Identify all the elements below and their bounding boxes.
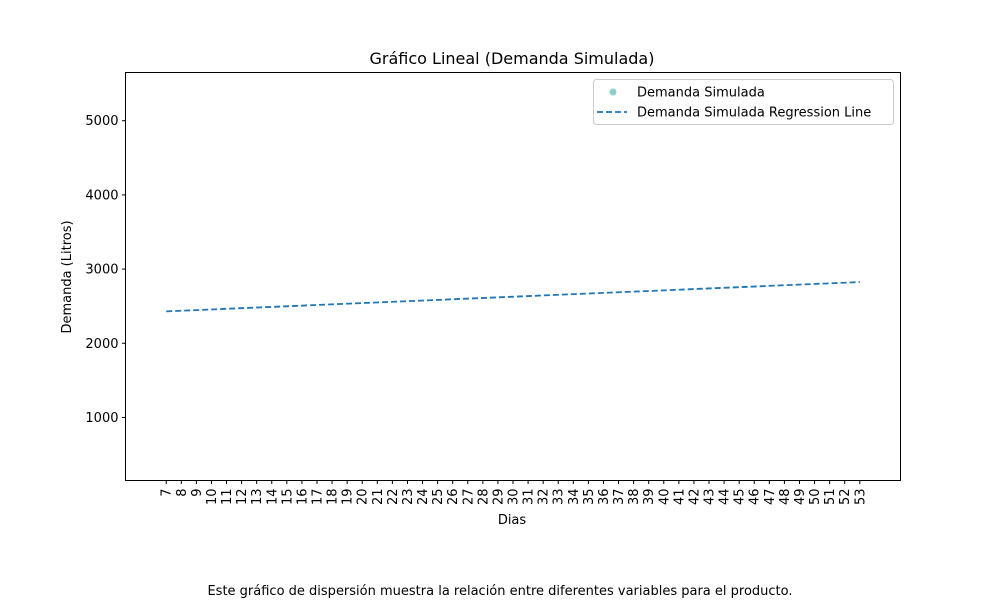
chart-title: Gráfico Lineal (Demanda Simulada) [370, 49, 655, 68]
x-tick-label: 36 [597, 489, 612, 506]
y-axis: 1000 2000 3000 4000 5000 [85, 114, 126, 426]
x-tick-label: 28 [476, 489, 491, 506]
x-tick-label: 43 [703, 489, 718, 506]
x-tick-label: 14 [265, 489, 280, 506]
x-tick-label: 27 [461, 489, 476, 506]
chart-caption: Este gráfico de dispersión muestra la re… [207, 584, 793, 599]
x-tick-label: 31 [522, 489, 537, 506]
x-tick-label: 49 [793, 489, 808, 506]
x-tick-label: 45 [733, 489, 748, 506]
x-tick-label: 11 [220, 489, 235, 506]
plot-frame [125, 72, 901, 481]
x-tick-label: 46 [748, 489, 763, 506]
x-tick-label: 16 [295, 489, 310, 506]
x-tick-label: 38 [627, 489, 642, 506]
y-tick-label: 4000 [85, 188, 118, 203]
y-tick-label: 5000 [85, 114, 118, 129]
x-tick-label: 34 [567, 489, 582, 506]
x-tick-label: 30 [507, 489, 522, 506]
legend: Demanda Simulada Demanda Simulada Regres… [593, 79, 894, 125]
x-tick-label: 42 [687, 489, 702, 506]
x-tick-label: 53 [853, 489, 868, 506]
x-tick-label: 33 [552, 489, 567, 506]
y-tick-label: 1000 [85, 411, 118, 426]
x-tick-label: 48 [778, 489, 793, 506]
x-tick-label: 8 [175, 489, 190, 497]
x-tick-label: 25 [431, 489, 446, 506]
x-tick-label: 19 [341, 489, 356, 506]
x-tick-label: 24 [416, 489, 431, 506]
y-tick-label: 2000 [85, 337, 118, 352]
x-tick-label: 18 [326, 489, 341, 506]
x-tick-label: 9 [190, 489, 205, 497]
x-tick-label: 29 [491, 489, 506, 506]
series-layer [166, 281, 860, 313]
x-tick-label: 15 [280, 489, 295, 506]
x-tick-label: 12 [235, 489, 250, 506]
legend-label-regression-line: Demanda Simulada Regression Line [637, 106, 871, 121]
legend-marker-demanda-simulada [609, 88, 617, 96]
x-tick-label: 10 [205, 489, 220, 506]
x-tick-label: 40 [657, 489, 672, 506]
x-tick-label: 51 [823, 489, 838, 506]
x-tick-label: 41 [672, 489, 687, 506]
x-tick-label: 21 [371, 489, 386, 506]
x-tick-label: 26 [446, 489, 461, 506]
y-tick-label: 3000 [85, 263, 118, 278]
x-tick-label: 13 [250, 489, 265, 506]
y-axis-label: Demanda (Litros) [60, 220, 75, 333]
x-tick-label: 44 [718, 489, 733, 506]
legend-label-demanda-simulada: Demanda Simulada [637, 86, 765, 101]
regression-line [166, 281, 860, 313]
x-tick-label: 23 [401, 489, 416, 506]
x-tick-label: 32 [537, 489, 552, 506]
x-tick-label: 20 [356, 489, 371, 506]
x-tick-label: 47 [763, 489, 778, 506]
x-tick-label: 17 [310, 489, 325, 506]
x-tick-label: 39 [642, 489, 657, 506]
x-axis-label: Dias [498, 513, 527, 528]
x-tick-label: 35 [582, 489, 597, 506]
x-axis: 7 8 9 10 11 12 13 14 15 16 17 18 19 20 21 22 23 24 25 26 27 2… [160, 480, 868, 506]
x-tick-label: 22 [386, 489, 401, 506]
legend-box [593, 79, 894, 125]
x-tick-label: 37 [612, 489, 627, 506]
x-tick-label: 7 [160, 489, 175, 497]
x-tick-label: 50 [808, 489, 823, 506]
x-tick-label: 52 [838, 489, 853, 506]
